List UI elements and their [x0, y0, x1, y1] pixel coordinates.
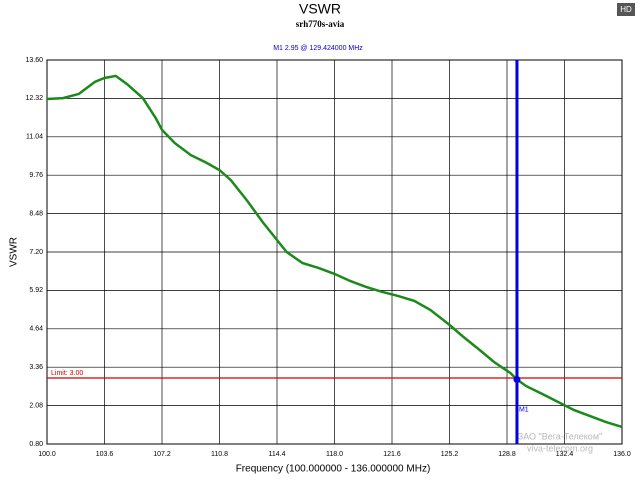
y-tick-label: 8.48	[29, 210, 43, 217]
y-tick-label: 12.32	[25, 95, 43, 102]
x-tick-label: 128.8	[498, 451, 516, 458]
x-tick-label: 125.2	[441, 451, 459, 458]
marker-point	[513, 376, 521, 383]
badge: HD	[620, 5, 632, 14]
x-tick-label: 107.2	[153, 451, 171, 458]
x-tick-label: 110.8	[211, 451, 228, 458]
watermark: viva-telecom.org	[527, 443, 593, 453]
chart-subtitle: srh770s-avia	[296, 19, 345, 29]
badge-bg	[617, 3, 635, 16]
y-tick-label: 11.04	[26, 134, 43, 141]
y-tick-label: 13.60	[25, 57, 43, 64]
x-axis-label: Frequency (100.000000 - 136.000000 MHz)	[236, 464, 431, 475]
y-tick-label: 9.76	[29, 172, 43, 179]
x-tick-label: 132.4	[556, 451, 574, 458]
marker-readout: M1 2.95 @ 129.424000 MHz	[273, 45, 363, 52]
data-line	[46, 74, 623, 429]
x-tick-label: 103.6	[96, 451, 114, 458]
y-tick-label: 4.64	[29, 326, 43, 333]
y-tick-label: 7.20	[29, 249, 43, 256]
x-tick-label: 121.6	[383, 451, 401, 458]
watermark: ЗАО "Вега-Телеком"	[518, 431, 602, 441]
y-tick-label: 3.36	[29, 364, 43, 371]
x-tick-label: 136.0	[613, 451, 631, 458]
y-tick-label: 2.08	[29, 402, 43, 409]
x-tick-label: 118.0	[326, 451, 343, 458]
y-tick-label: 0.80	[29, 441, 43, 448]
x-tick-label: 114.4	[269, 451, 286, 458]
y-axis-label: VSWR	[9, 237, 20, 267]
y-tick-label: 5.92	[29, 287, 43, 294]
marker-name: M1	[519, 406, 529, 413]
x-tick-label: 100.0	[38, 451, 56, 458]
limit-label: Limit: 3.00	[51, 370, 83, 377]
chart-title: VSWR	[299, 1, 341, 17]
plot-border	[46, 59, 623, 445]
